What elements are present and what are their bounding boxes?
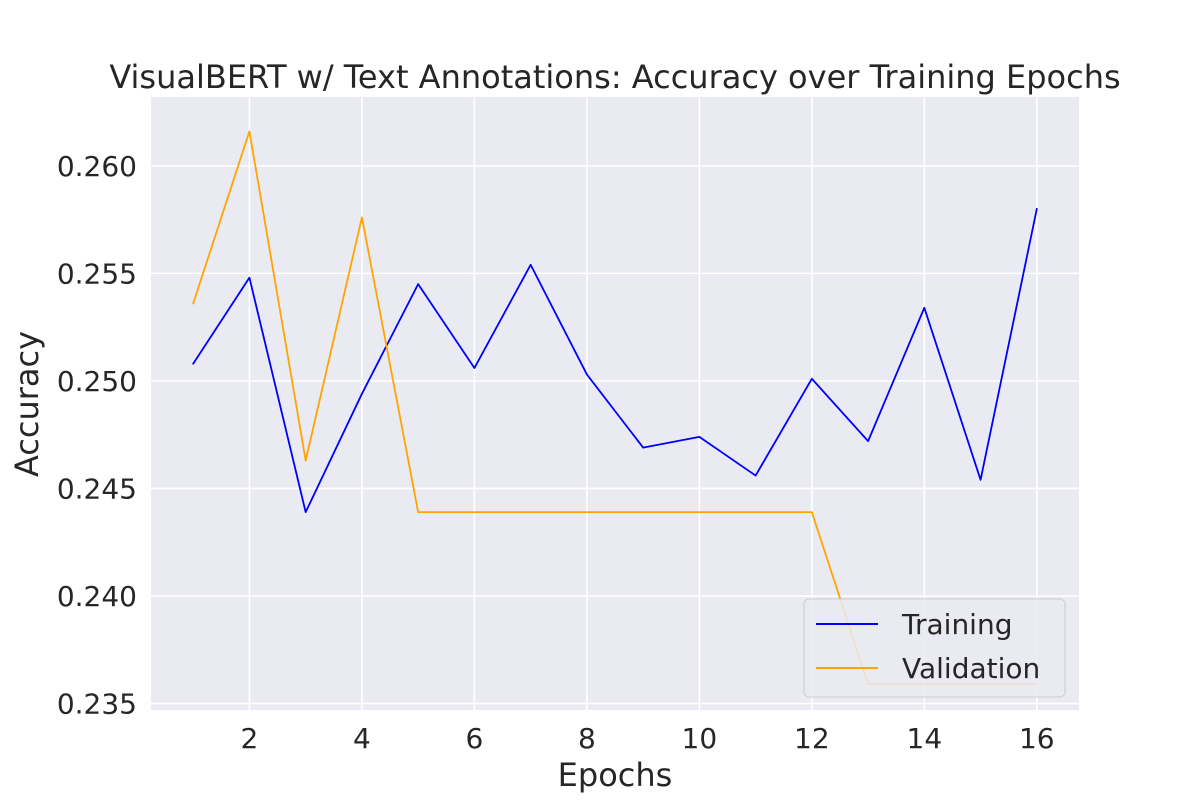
- x-tick-label: 2: [241, 722, 259, 755]
- x-axis-ticks: 2 4 6 8 10 12 14 16: [241, 722, 1055, 755]
- x-tick-label: 8: [578, 722, 596, 755]
- y-tick-label: 0.255: [57, 257, 137, 290]
- legend-label-validation: Validation: [902, 652, 1040, 685]
- x-tick-label: 14: [907, 722, 943, 755]
- legend: Training Validation: [803, 598, 1066, 698]
- y-tick-label: 0.245: [57, 472, 137, 505]
- x-tick-label: 6: [465, 722, 483, 755]
- x-tick-label: 16: [1019, 722, 1055, 755]
- x-tick-label: 12: [794, 722, 830, 755]
- y-tick-label: 0.235: [57, 688, 137, 721]
- y-tick-label: 0.250: [57, 365, 137, 398]
- y-tick-label: 0.260: [57, 150, 137, 183]
- y-axis-ticks: 0.235 0.240 0.245 0.250 0.255 0.260: [57, 150, 137, 721]
- x-tick-label: 10: [682, 722, 718, 755]
- x-tick-label: 4: [353, 722, 371, 755]
- y-tick-label: 0.240: [57, 580, 137, 613]
- chart-title: VisualBERT w/ Text Annotations: Accuracy…: [109, 58, 1120, 96]
- series-line-training: [192, 207, 1038, 514]
- x-axis-label: Epochs: [558, 756, 673, 794]
- gridlines: [151, 97, 1079, 710]
- y-axis-label: Accuracy: [8, 331, 46, 477]
- legend-label-training: Training: [901, 608, 1012, 641]
